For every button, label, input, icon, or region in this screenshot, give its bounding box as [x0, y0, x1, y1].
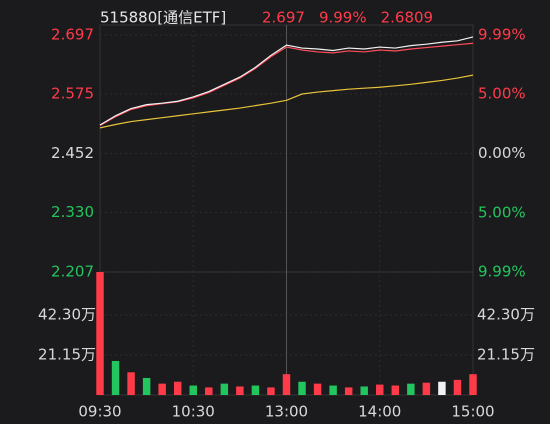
volume-bar — [142, 377, 151, 395]
volume-tick-label-right: 21.15万 — [477, 345, 535, 363]
volume-bar — [422, 382, 431, 395]
volume-bar — [313, 383, 322, 395]
volume-tick-label: 21.15万 — [38, 345, 96, 363]
volume-bar — [453, 379, 462, 395]
y-tick-label: 2.330 — [51, 203, 94, 221]
x-tick-label: 10:30 — [172, 403, 215, 421]
volume-bar — [329, 385, 337, 395]
volume-bar — [469, 374, 477, 395]
volume-bar — [96, 272, 104, 395]
y-tick-label: 2.207 — [51, 263, 94, 281]
volume-bar — [267, 387, 275, 395]
volume-bar — [173, 381, 182, 395]
volume-bar — [298, 381, 306, 395]
y2-tick-label: 5.00% — [478, 85, 526, 103]
price-line — [99, 36, 474, 126]
volume-bar — [127, 372, 135, 395]
volume-bar — [438, 381, 446, 395]
y-tick-label: 2.575 — [51, 85, 94, 103]
volume-tick-label: 42.30万 — [38, 305, 96, 323]
volume-bar — [205, 387, 213, 395]
header-value: 2.697 — [262, 9, 305, 27]
x-tick-label: 14:00 — [358, 403, 401, 421]
x-tick-label: 15:00 — [451, 403, 494, 421]
volume-bar — [220, 383, 229, 395]
volume-bar — [376, 384, 384, 395]
volume-bar — [189, 385, 197, 395]
volume-bar — [391, 385, 400, 395]
volume-bar — [251, 385, 260, 395]
y2-tick-label: 9.99% — [478, 263, 526, 281]
chart-title: 515880[通信ETF] — [100, 9, 226, 27]
y2-tick-label: 9.99% — [478, 26, 526, 44]
header-value: 9.99% — [319, 9, 367, 27]
volume-bar — [360, 386, 368, 395]
volume-bar — [344, 387, 353, 395]
volume-bar — [111, 360, 120, 395]
header-value: 2.6809 — [381, 9, 434, 27]
price-line — [99, 74, 474, 129]
volume-bar — [282, 374, 291, 395]
x-tick-label: 09:30 — [78, 403, 121, 421]
volume-bar — [236, 386, 244, 395]
y2-tick-label: 5.00% — [478, 203, 526, 221]
y-tick-label: 2.697 — [51, 26, 94, 44]
y-tick-label: 2.452 — [51, 144, 94, 162]
volume-bar — [158, 383, 166, 395]
volume-bar — [407, 383, 415, 395]
y2-tick-label: 0.00% — [478, 144, 526, 162]
x-tick-label: 13:00 — [265, 403, 308, 421]
volume-tick-label-right: 42.30万 — [477, 305, 535, 323]
